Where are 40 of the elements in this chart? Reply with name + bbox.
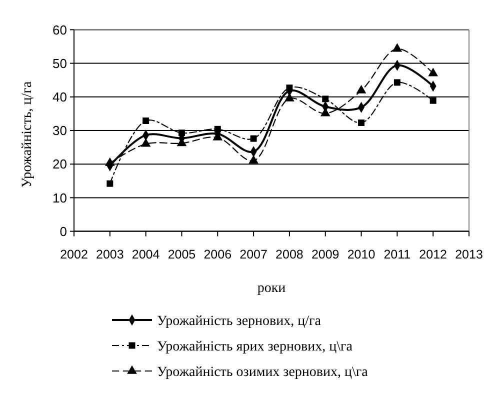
- y-tick-label: 20: [52, 156, 67, 172]
- x-tick-label: 2012: [419, 247, 448, 262]
- y-tick-label: 50: [52, 56, 67, 71]
- x-tick-label: 2007: [240, 247, 268, 262]
- point: [356, 84, 366, 94]
- x-tick-label: 2003: [96, 247, 124, 262]
- y-tick-label: 10: [52, 190, 67, 206]
- y-tick-label: 40: [52, 89, 67, 104]
- point: [142, 118, 150, 124]
- point: [248, 155, 258, 164]
- point: [106, 180, 114, 187]
- legend-label: Урожайність зернових, ц/га: [157, 314, 322, 329]
- point: [286, 84, 293, 92]
- x-tick-label: 2009: [311, 247, 340, 262]
- point: [430, 97, 436, 104]
- y-tick-label: 60: [52, 22, 67, 38]
- y-tick-label: 30: [52, 123, 67, 138]
- point: [104, 157, 115, 166]
- point: [178, 130, 185, 136]
- point: [392, 43, 402, 52]
- x-tick-label: 2013: [455, 247, 483, 262]
- legend-label: Урожайність озимих зернових, ц\га: [157, 364, 369, 380]
- x-tick-label: 2006: [204, 247, 232, 262]
- point: [322, 96, 329, 102]
- point: [394, 79, 400, 86]
- legend-label: Урожайність ярих зернових, ц\га: [157, 339, 354, 354]
- point: [358, 120, 365, 126]
- x-tick-label: 2008: [276, 247, 304, 262]
- x-tick-label: 2002: [60, 247, 88, 262]
- point: [140, 138, 151, 147]
- y-axis-title: Урожайність, ц/га: [20, 80, 35, 188]
- point: [250, 135, 257, 142]
- x-axis-title: роки: [257, 281, 286, 296]
- point: [428, 68, 438, 76]
- x-tick-label: 2010: [347, 247, 376, 262]
- x-tick-label: 2011: [384, 247, 411, 262]
- x-tick-label: 2005: [168, 247, 196, 262]
- x-tick-label: 2004: [132, 247, 160, 262]
- y-tick-label: 0: [60, 224, 67, 239]
- point: [214, 126, 221, 132]
